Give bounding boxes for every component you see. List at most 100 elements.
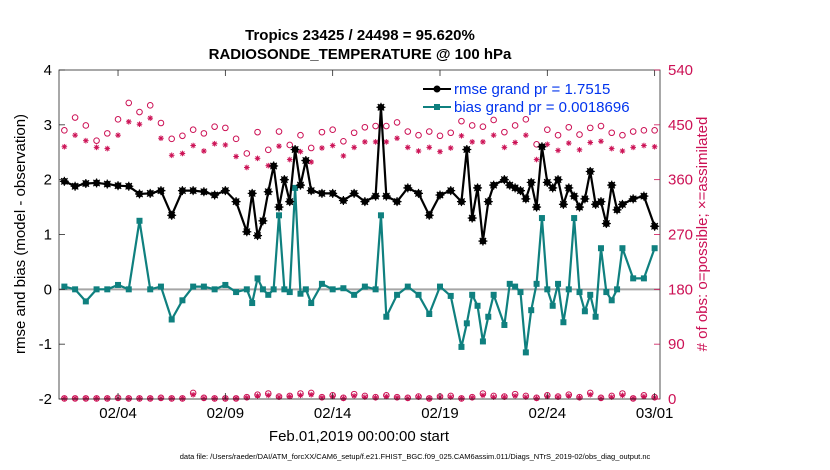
rmse-point bbox=[145, 188, 155, 198]
obs-assimilated-marker bbox=[480, 139, 486, 145]
obs-assimilated-marker bbox=[651, 143, 658, 150]
obs-assimilated-marker bbox=[190, 142, 196, 149]
obs-possible-marker bbox=[544, 126, 551, 134]
x-tick-label: 02/24 bbox=[529, 405, 567, 422]
bias-point bbox=[351, 291, 358, 298]
bias-point bbox=[82, 298, 89, 305]
bias-point bbox=[200, 283, 207, 290]
bottom-obs-assimilated-marker bbox=[523, 394, 529, 400]
obs-assimilated-marker bbox=[244, 164, 250, 171]
rmse-point bbox=[210, 190, 220, 200]
obs-possible-marker bbox=[286, 141, 294, 149]
rmse-point bbox=[639, 191, 649, 201]
bias-point bbox=[318, 280, 325, 287]
rmse-point bbox=[113, 181, 123, 191]
bias-point bbox=[125, 286, 132, 293]
rmse-point bbox=[285, 197, 295, 207]
bias-point bbox=[485, 313, 492, 320]
obs-possible-marker bbox=[254, 128, 261, 136]
rmse-point bbox=[515, 186, 525, 196]
rmse-point bbox=[607, 180, 617, 190]
rmse-point bbox=[499, 175, 509, 185]
obs-assimilated-marker bbox=[233, 153, 239, 160]
bias-point bbox=[340, 285, 347, 292]
bias-point bbox=[168, 316, 175, 323]
obs-possible-marker bbox=[125, 99, 133, 107]
bottom-obs-assimilated-marker bbox=[308, 391, 315, 398]
left-y-tick-label: 4 bbox=[44, 62, 52, 79]
obs-assimilated-marker bbox=[319, 145, 325, 151]
rmse-point bbox=[532, 202, 542, 212]
bottom-obs-assimilated-marker bbox=[362, 394, 368, 400]
obs-assimilated-marker bbox=[276, 143, 282, 149]
obs-assimilated-marker bbox=[115, 132, 121, 138]
rmse-point bbox=[247, 188, 257, 198]
right-y-tick-label: 270 bbox=[668, 227, 693, 244]
obs-assimilated-marker bbox=[72, 132, 78, 138]
bias-point bbox=[560, 319, 567, 326]
bottom-obs-assimilated-marker bbox=[147, 395, 154, 402]
x-tick-label: 02/19 bbox=[421, 405, 459, 422]
rmse-point bbox=[575, 202, 585, 212]
obs-possible-marker bbox=[61, 127, 68, 134]
obs-assimilated-marker bbox=[286, 156, 293, 163]
legend-rmse-label: rmse grand pr = 1.7515 bbox=[454, 81, 610, 98]
bottom-obs-assimilated-marker bbox=[447, 394, 454, 400]
obs-assimilated-marker bbox=[415, 148, 422, 154]
rmse-point bbox=[617, 199, 627, 209]
bias-point bbox=[415, 291, 422, 298]
obs-possible-marker bbox=[479, 123, 487, 130]
left-y-tick-label: 0 bbox=[44, 281, 52, 298]
obs-assimilated-marker bbox=[501, 144, 508, 151]
obs-count-markers bbox=[61, 99, 658, 402]
rmse-point bbox=[612, 205, 622, 215]
bottom-obs-assimilated-marker bbox=[533, 395, 540, 402]
bias-point bbox=[136, 217, 143, 224]
rmse-point bbox=[580, 194, 590, 204]
bias-point bbox=[522, 349, 529, 356]
obs-assimilated-marker bbox=[168, 152, 175, 159]
obs-possible-marker bbox=[383, 122, 390, 130]
obs-possible-marker bbox=[307, 144, 315, 152]
rmse-point bbox=[569, 191, 579, 201]
x-tick-label: 02/09 bbox=[207, 405, 245, 422]
obs-assimilated-marker bbox=[136, 121, 143, 128]
bias-point bbox=[538, 215, 545, 222]
bias-point bbox=[259, 286, 266, 293]
rmse-point bbox=[360, 197, 370, 207]
rmse-point bbox=[601, 219, 611, 229]
left-y-tick-label: 2 bbox=[44, 172, 52, 189]
obs-assimilated-marker bbox=[630, 144, 636, 151]
bias-point bbox=[614, 286, 621, 293]
obs-assimilated-marker bbox=[426, 144, 433, 151]
obs-assimilated-marker bbox=[555, 147, 561, 154]
rmse-point bbox=[376, 102, 386, 112]
obs-possible-marker bbox=[447, 129, 455, 137]
obs-assimilated-marker bbox=[469, 139, 475, 145]
bias-point bbox=[619, 245, 626, 252]
rmse-point bbox=[81, 179, 91, 189]
rmse-point bbox=[564, 183, 574, 193]
rmse-point bbox=[231, 197, 241, 207]
bottom-obs-assimilated-marker bbox=[168, 395, 175, 402]
bottom-obs-assimilated-marker bbox=[565, 393, 572, 399]
x-axis-ticks: 02/04 02/09 02/14 02/19 02/24 03/01 bbox=[99, 70, 673, 422]
rmse-point bbox=[548, 183, 558, 193]
obs-assimilated-marker bbox=[587, 139, 594, 146]
obs-assimilated-marker bbox=[641, 142, 647, 149]
obs-assimilated-marker bbox=[394, 135, 400, 142]
bias-point bbox=[104, 286, 111, 293]
bias-point bbox=[608, 297, 615, 304]
bias-point bbox=[233, 289, 240, 296]
bottom-obs-assimilated-marker bbox=[125, 395, 132, 402]
obs-assimilated-marker bbox=[93, 144, 100, 151]
right-y-axis-label: # of obs: o=possible; ×=assimilated bbox=[694, 117, 711, 352]
right-y-tick-label: 540 bbox=[668, 62, 693, 79]
obs-possible-marker bbox=[372, 122, 379, 130]
rmse-point bbox=[242, 227, 252, 237]
obs-possible-marker bbox=[361, 123, 369, 131]
obs-possible-marker bbox=[189, 126, 197, 134]
obs-possible-marker bbox=[619, 131, 626, 139]
bias-point bbox=[93, 286, 100, 293]
obs-assimilated-marker bbox=[447, 145, 454, 151]
